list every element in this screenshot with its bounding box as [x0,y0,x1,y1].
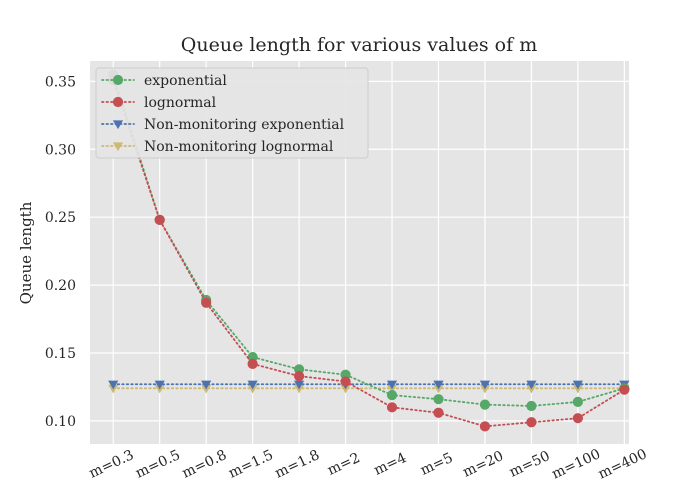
data-point [526,380,537,390]
data-point [201,380,212,390]
data-point [386,390,398,401]
y-tick-label: 0.30 [45,142,76,158]
data-point [572,413,583,424]
legend-item: lognormal [101,95,217,111]
legend-label: lognormal [144,95,217,111]
x-tick-label: m=1.8 [273,447,323,481]
data-point [247,358,258,369]
data-point [572,380,583,390]
legend-label: Non-monitoring exponential [144,117,345,133]
legend-marker [112,74,124,86]
x-tick-label: m=0.5 [133,447,183,481]
data-point [201,297,212,308]
legend-box [95,67,369,159]
data-point [526,417,537,428]
x-tick-label: m=1.5 [226,447,276,481]
x-tick-label: m=50 [507,448,553,481]
data-point [433,407,444,418]
data-point [293,370,305,382]
legend-item: Non-monitoring lognormal [101,139,334,155]
series-lognormal [108,74,630,432]
data-point [386,380,398,390]
chart-title: Queue length for various values of m [181,34,537,56]
data-point [479,421,491,432]
x-tick-label: m=400 [596,446,650,482]
data-point [154,380,165,390]
legend-label: Non-monitoring lognormal [144,139,334,155]
data-point [340,376,351,387]
x-tick-label: m=5 [418,450,456,479]
x-tick-label: m=0.8 [180,447,230,481]
y-tick-label: 0.10 [45,414,76,430]
legend-marker [112,142,124,152]
data-point [293,380,305,390]
x-tick-label: m=2 [325,450,363,479]
series-line [112,73,626,407]
y-tick-label: 0.15 [45,346,76,362]
data-point [154,214,165,226]
x-tick-label: m=100 [549,446,603,482]
legend-label: exponential [144,73,227,89]
data-point [433,394,444,405]
data-point [247,380,258,390]
legend-marker [112,120,124,130]
data-point [479,399,491,410]
series-non-monitoring-exponential [108,380,630,390]
x-tick-label: m=4 [372,450,410,479]
data-point [479,380,491,390]
legend-marker [112,96,124,108]
x-tick-label: m=20 [460,448,506,481]
data-point [108,380,119,390]
series-line [112,79,626,428]
legend-item: Non-monitoring exponential [101,117,345,133]
data-point [619,384,630,395]
y-tick-label: 0.35 [45,74,76,90]
data-point [526,400,537,412]
y-tick-label: 0.20 [45,278,76,294]
data-point [433,380,444,390]
legend-item: exponential [101,73,227,89]
y-axis-label: Queue length [17,201,35,304]
x-tick-label: m=0.3 [87,447,137,481]
data-point [386,402,398,413]
y-tick-label: 0.25 [45,210,76,226]
data-point [572,396,583,407]
legend: exponential lognormal Non-monitoring expon… [95,67,369,159]
